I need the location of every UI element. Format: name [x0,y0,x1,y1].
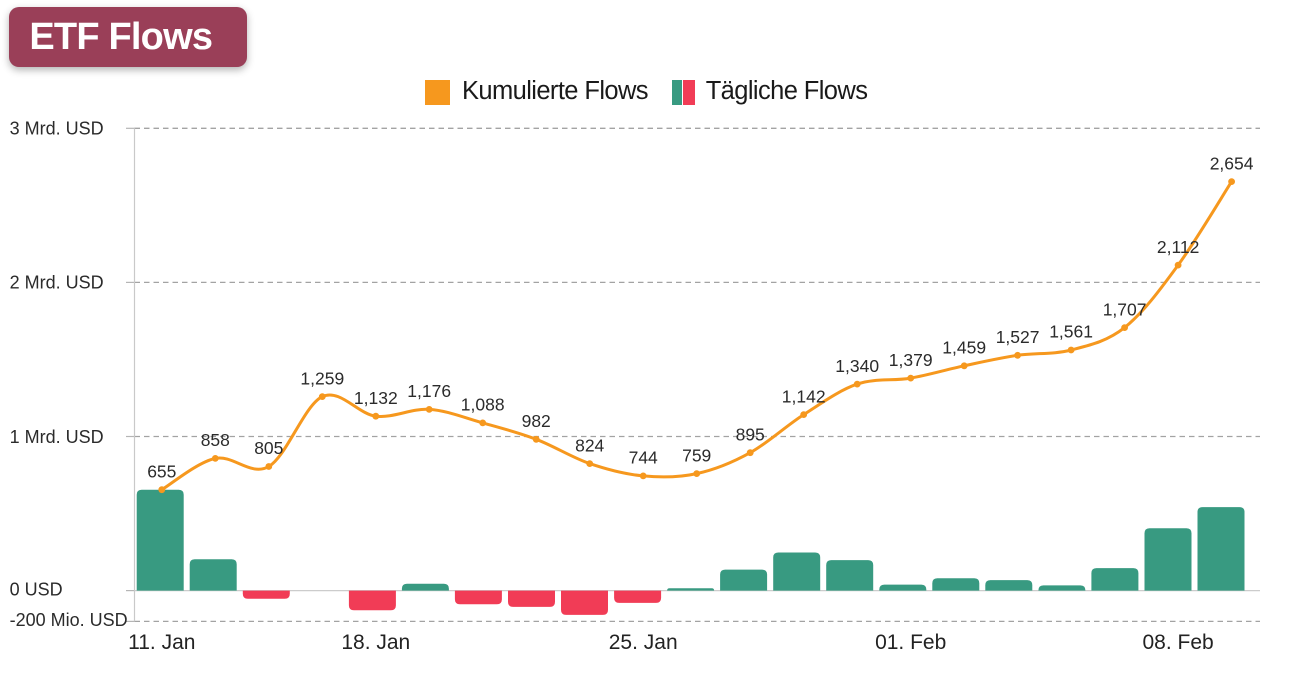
svg-text:2,654: 2,654 [1210,153,1254,173]
svg-text:0 USD: 0 USD [10,579,63,599]
svg-text:25. Jan: 25. Jan [609,631,678,654]
svg-text:1,527: 1,527 [996,327,1040,347]
svg-text:1,176: 1,176 [407,381,451,401]
svg-text:858: 858 [201,430,230,450]
svg-text:3 Mrd. USD: 3 Mrd. USD [10,119,104,139]
svg-text:744: 744 [629,448,658,468]
svg-text:1 Mrd. USD: 1 Mrd. USD [10,427,104,447]
svg-text:895: 895 [736,424,765,444]
svg-text:01. Feb: 01. Feb [875,631,946,654]
svg-text:1,459: 1,459 [942,338,986,358]
svg-text:805: 805 [254,438,283,458]
svg-text:1,340: 1,340 [835,356,879,376]
svg-text:982: 982 [522,411,551,431]
svg-text:2 Mrd. USD: 2 Mrd. USD [10,273,104,293]
svg-text:08. Feb: 08. Feb [1142,631,1213,654]
svg-text:1,259: 1,259 [300,368,344,388]
svg-text:1,088: 1,088 [461,395,505,415]
svg-text:824: 824 [575,435,604,455]
svg-text:1,707: 1,707 [1103,299,1147,319]
svg-text:655: 655 [147,461,176,481]
svg-text:18. Jan: 18. Jan [341,631,410,654]
svg-text:-200 Mio. USD: -200 Mio. USD [10,610,128,630]
svg-text:11. Jan: 11. Jan [128,631,195,654]
svg-text:2,112: 2,112 [1157,237,1200,257]
svg-text:1,379: 1,379 [889,350,933,370]
svg-text:1,561: 1,561 [1049,322,1093,342]
svg-text:759: 759 [682,445,711,465]
svg-text:1,142: 1,142 [782,386,826,406]
svg-text:1,132: 1,132 [354,388,398,408]
